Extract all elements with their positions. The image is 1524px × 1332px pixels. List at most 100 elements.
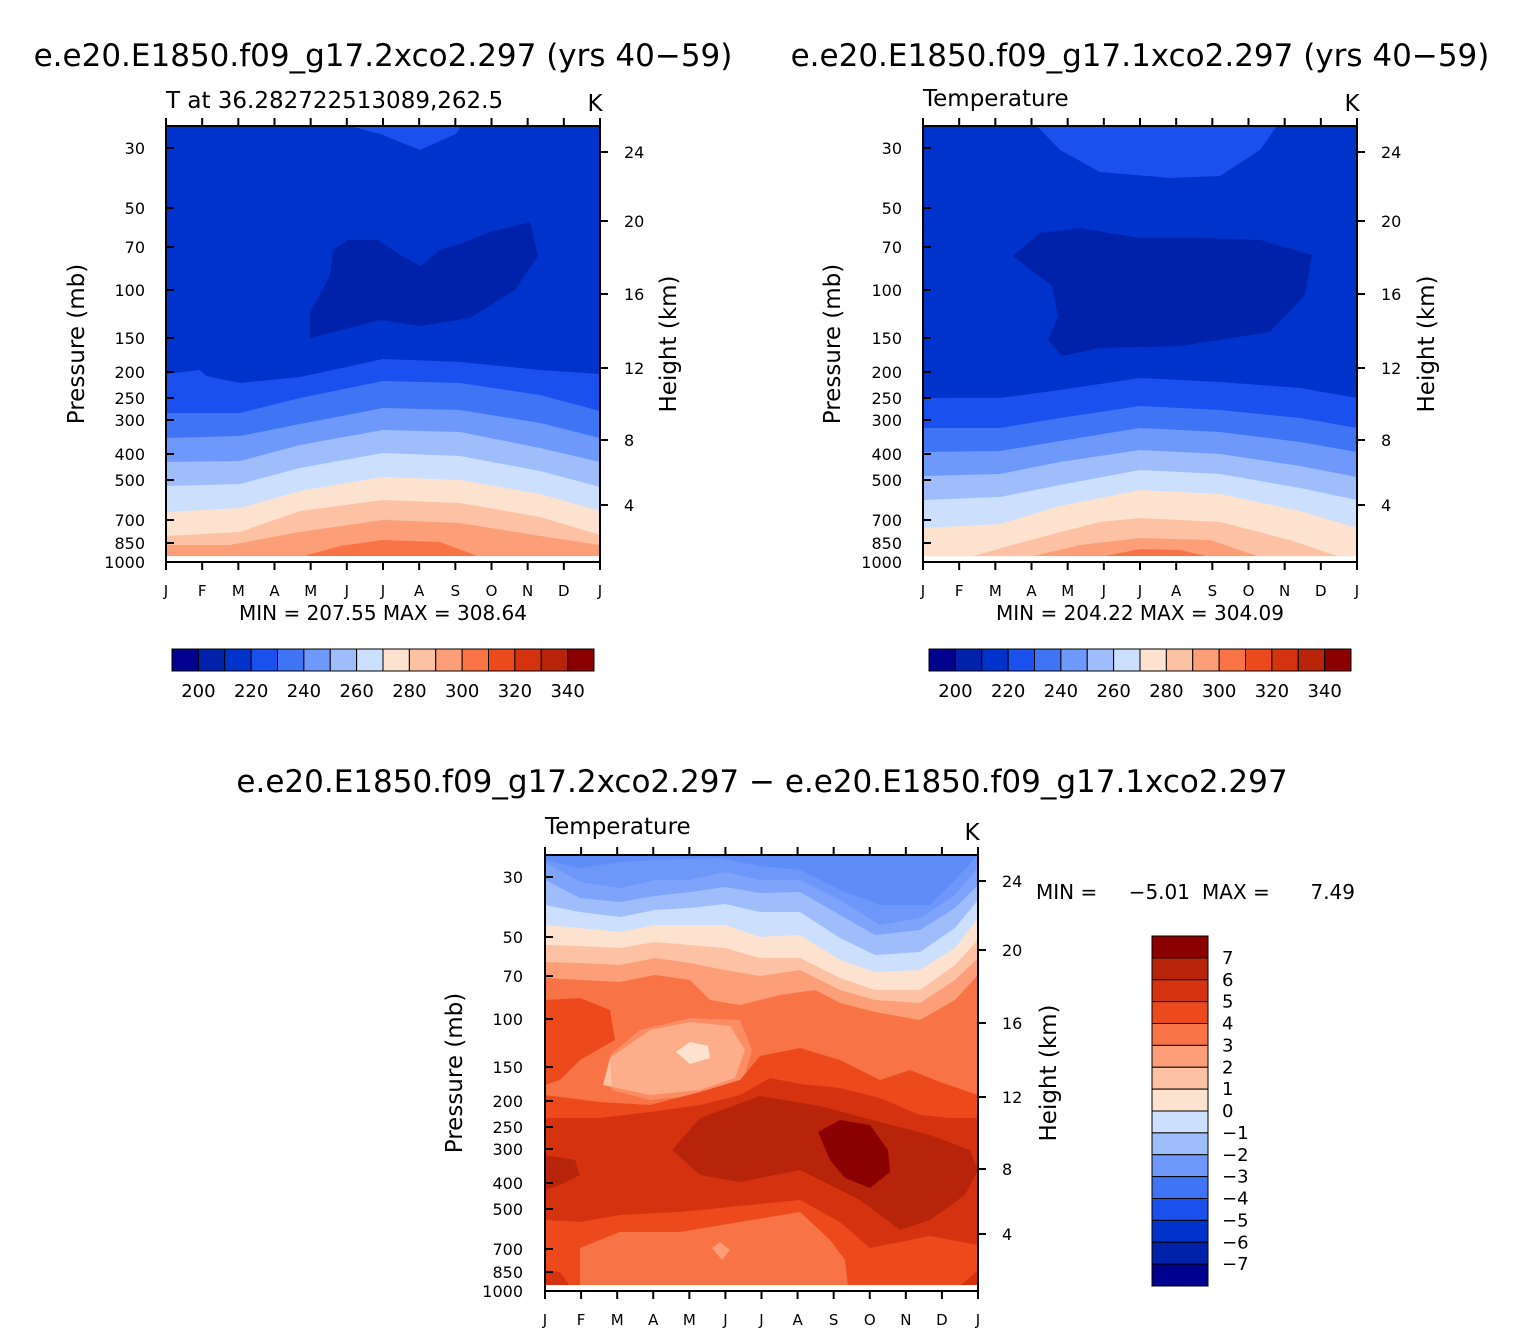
h-tick-16: 16: [624, 285, 644, 304]
colorbar-swatch: [408, 648, 437, 672]
p-tick-1000: 1000: [482, 1282, 523, 1301]
p-tick-100: 100: [492, 1010, 523, 1029]
p-tick-500: 500: [492, 1200, 523, 1219]
panel-1-pressure-axis: Pressure (mb) 30 50 70 100 150 200 250 3…: [64, 139, 174, 572]
month-tick-label: M: [1061, 582, 1074, 600]
colorbar-label: 260: [339, 681, 373, 702]
panel-2-colorbar: 200 220 240 260 280 300 320 340: [928, 648, 1352, 702]
colorbar-swatch: [224, 648, 252, 672]
colorbar-label: −1: [1222, 1123, 1249, 1144]
colorbar-label: 260: [1096, 681, 1130, 702]
colorbar-swatch: [1151, 957, 1209, 981]
colorbar-label: 200: [938, 681, 972, 702]
colorbar-swatch: [1297, 648, 1326, 672]
colorbar-label: 300: [445, 681, 479, 702]
colorbar-swatch: [1165, 648, 1194, 672]
colorbar-swatch: [1113, 648, 1141, 672]
colorbar-label: 320: [1255, 681, 1289, 702]
colorbar-label: 220: [234, 681, 268, 702]
contour-fill-level-230-top: [350, 126, 461, 150]
colorbar-swatch: [1151, 979, 1209, 1003]
month-tick-label: J: [1101, 582, 1106, 600]
colorbar-label: 7: [1222, 948, 1233, 969]
h-tick-4: 4: [1381, 496, 1391, 515]
panel-3-subtitle: Temperature: [544, 814, 691, 840]
colorbar-label: −4: [1222, 1189, 1249, 1210]
colorbar-swatch: [435, 648, 463, 672]
month-tick-label: N: [522, 582, 533, 600]
contour-fill-level-310: [1100, 549, 1210, 557]
contour-fill-level-7b: [545, 1155, 580, 1190]
p-tick-30: 30: [125, 139, 145, 158]
panel-1-colorbar: 200 220 240 260 280 300 320 340: [171, 648, 595, 702]
colorbar-swatch: [1151, 1001, 1209, 1024]
month-tick-label: D: [1315, 582, 1327, 600]
month-tick-label: A: [792, 1311, 803, 1329]
colorbar-label: 200: [181, 681, 215, 702]
month-tick-label: J: [380, 582, 385, 600]
month-tick-label: J: [1354, 582, 1359, 600]
panel-3-contours: [545, 855, 978, 1286]
colorbar-label: 4: [1222, 1014, 1233, 1035]
h-tick-8: 8: [1002, 1160, 1012, 1179]
panel-2-stats: MIN = 204.22 MAX = 304.09: [996, 601, 1284, 625]
p-tick-150: 150: [492, 1058, 523, 1077]
height-tick-marks: [600, 151, 608, 506]
colorbar-label: 280: [1149, 681, 1183, 702]
month-tick-label: J: [722, 1311, 727, 1329]
colorbar-swatch: [954, 648, 983, 672]
colorbar-swatch: [382, 648, 410, 672]
p-tick-1000: 1000: [861, 553, 902, 572]
month-tick-label: M: [611, 1311, 624, 1329]
panel-2-y2label: Height (km): [1414, 275, 1440, 412]
contour-below-ground: [545, 1285, 978, 1286]
month-tick-label: M: [232, 582, 245, 600]
p-tick-400: 400: [871, 445, 902, 464]
colorbar-swatch: [1151, 1023, 1209, 1046]
colorbar-swatch: [1060, 648, 1088, 672]
p-tick-500: 500: [871, 471, 902, 490]
colorbar-label: −7: [1222, 1254, 1249, 1275]
colorbar-label: −6: [1222, 1232, 1249, 1253]
p-tick-200: 200: [492, 1092, 523, 1111]
panel-1-contours: [166, 126, 600, 557]
stats-min-label: MIN =: [1036, 880, 1097, 904]
stats-max-value: 7.49: [1310, 880, 1355, 904]
colorbar-swatch: [356, 648, 384, 672]
panel-2-units: K: [1344, 91, 1360, 117]
colorbar-swatch: [567, 648, 595, 672]
colorbar-swatch: [1034, 648, 1062, 672]
panel-2-ylabel: Pressure (mb): [820, 264, 846, 424]
month-tick-label: D: [936, 1311, 948, 1329]
p-tick-300: 300: [114, 411, 145, 430]
panel-2-pressure-axis: Pressure (mb) 30 50 70 100 150 200 250 3…: [820, 139, 931, 572]
panel-1: e.e20.E1850.f09_g17.2xco2.297 (yrs 40−59…: [34, 38, 733, 702]
h-tick-16: 16: [1002, 1014, 1022, 1033]
stats-max-label: MAX =: [1202, 880, 1270, 904]
month-tick-label: D: [558, 582, 570, 600]
month-tick-label: F: [577, 1311, 586, 1329]
h-tick-12: 12: [624, 359, 644, 378]
contour-fill-level-230-top: [1037, 126, 1277, 178]
contour-fill-level-3-lobe: [610, 1018, 752, 1100]
colorbar-label: 300: [1202, 681, 1236, 702]
contour-fill-level-max: [818, 1120, 890, 1188]
contour-fill-level-290: [970, 518, 1340, 557]
month-tick-label: J: [1137, 582, 1142, 600]
contour-fill-level-310: [300, 540, 480, 557]
colorbar-swatch: [250, 648, 278, 672]
p-tick-700: 700: [871, 511, 902, 530]
p-tick-250: 250: [114, 389, 145, 408]
height-tick-marks: [978, 880, 986, 1235]
colorbar-swatch: [1151, 1198, 1209, 1221]
month-tick-label: A: [648, 1311, 659, 1329]
colorbar-swatch: [1218, 648, 1246, 672]
p-tick-500: 500: [114, 471, 145, 490]
p-tick-150: 150: [871, 329, 902, 348]
colorbar-label: −2: [1222, 1145, 1249, 1166]
p-tick-50: 50: [125, 199, 145, 218]
